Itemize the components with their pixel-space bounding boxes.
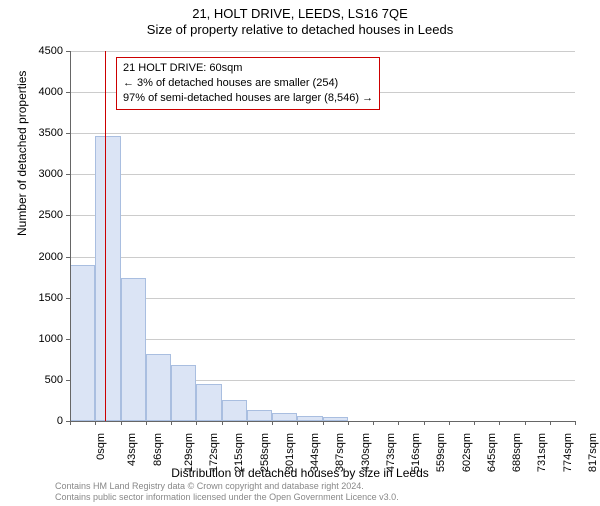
footer-line2: Contains public sector information licen… bbox=[55, 492, 399, 503]
x-tick-mark bbox=[449, 421, 450, 425]
histogram-bar bbox=[196, 384, 221, 421]
histogram-bar bbox=[121, 278, 146, 421]
x-tick-label: 0sqm bbox=[95, 433, 107, 460]
chart-container: 0500100015002000250030003500400045000sqm… bbox=[70, 51, 575, 421]
x-tick-mark bbox=[146, 421, 147, 425]
x-tick-mark bbox=[247, 421, 248, 425]
y-axis-line bbox=[70, 51, 71, 421]
histogram-bar bbox=[95, 136, 120, 421]
footer-line1: Contains HM Land Registry data © Crown c… bbox=[55, 481, 399, 492]
x-tick-mark bbox=[499, 421, 500, 425]
x-tick-label: 43sqm bbox=[126, 433, 138, 466]
histogram-bar bbox=[272, 413, 297, 421]
y-axis-label: Number of detached properties bbox=[15, 71, 29, 236]
gridline bbox=[70, 51, 575, 52]
x-tick-mark bbox=[121, 421, 122, 425]
x-tick-mark bbox=[373, 421, 374, 425]
histogram-bar bbox=[70, 265, 95, 421]
x-tick-mark bbox=[525, 421, 526, 425]
histogram-bar bbox=[247, 410, 272, 421]
x-tick-mark bbox=[398, 421, 399, 425]
y-tick-label: 1000 bbox=[13, 333, 63, 345]
title-main: 21, HOLT DRIVE, LEEDS, LS16 7QE bbox=[0, 6, 600, 21]
histogram-bar bbox=[171, 365, 196, 421]
x-tick-mark bbox=[171, 421, 172, 425]
x-axis-label: Distribution of detached houses by size … bbox=[0, 466, 600, 480]
histogram-bar bbox=[146, 354, 171, 421]
y-tick-label: 2000 bbox=[13, 251, 63, 263]
annotation-box: 21 HOLT DRIVE: 60sqm← 3% of detached hou… bbox=[116, 57, 380, 110]
title-sub: Size of property relative to detached ho… bbox=[0, 22, 600, 37]
x-tick-mark bbox=[272, 421, 273, 425]
plot-area: 0500100015002000250030003500400045000sqm… bbox=[70, 51, 575, 421]
annotation-line: ← 3% of detached houses are smaller (254… bbox=[123, 76, 373, 91]
y-tick-label: 0 bbox=[13, 415, 63, 427]
x-tick-label: 86sqm bbox=[152, 433, 164, 466]
annotation-line: 21 HOLT DRIVE: 60sqm bbox=[123, 61, 373, 76]
x-tick-mark bbox=[575, 421, 576, 425]
gridline bbox=[70, 257, 575, 258]
gridline bbox=[70, 339, 575, 340]
y-tick-label: 500 bbox=[13, 374, 63, 386]
annotation-line: 97% of semi-detached houses are larger (… bbox=[123, 91, 373, 106]
x-tick-mark bbox=[348, 421, 349, 425]
x-tick-mark bbox=[95, 421, 96, 425]
gridline bbox=[70, 174, 575, 175]
x-tick-mark bbox=[424, 421, 425, 425]
x-tick-mark bbox=[550, 421, 551, 425]
gridline bbox=[70, 215, 575, 216]
histogram-bar bbox=[222, 400, 247, 421]
x-tick-mark bbox=[196, 421, 197, 425]
gridline bbox=[70, 298, 575, 299]
y-tick-label: 1500 bbox=[13, 292, 63, 304]
x-tick-mark bbox=[222, 421, 223, 425]
gridline bbox=[70, 133, 575, 134]
x-tick-mark bbox=[70, 421, 71, 425]
y-tick-label: 4500 bbox=[13, 45, 63, 57]
x-tick-mark bbox=[323, 421, 324, 425]
marker-line bbox=[105, 51, 106, 421]
x-tick-mark bbox=[474, 421, 475, 425]
x-tick-mark bbox=[297, 421, 298, 425]
